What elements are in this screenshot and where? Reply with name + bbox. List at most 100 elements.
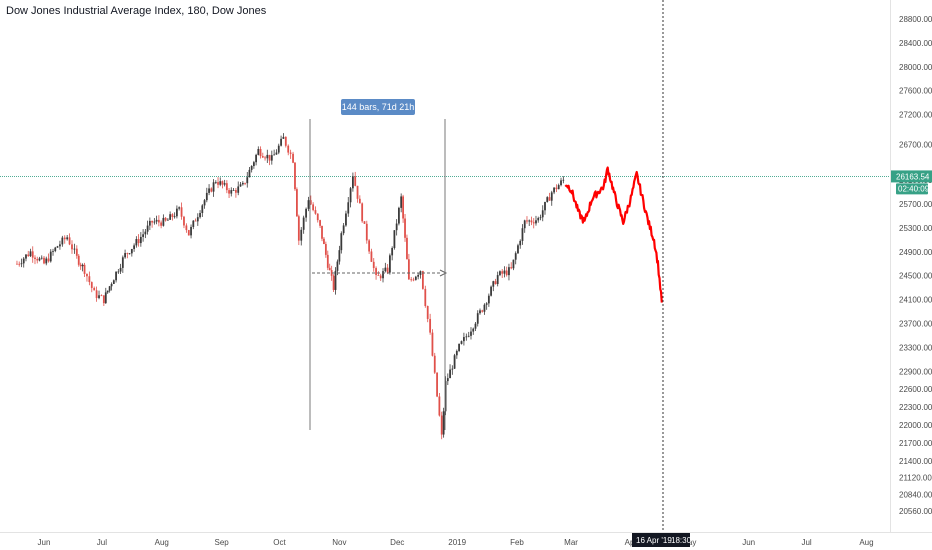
price-tick-label: 23300.00	[899, 343, 932, 352]
candle-body	[375, 268, 377, 275]
price-tick-label: 23700.00	[899, 320, 932, 329]
projection-series[interactable]	[564, 166, 663, 303]
candle-body	[417, 274, 420, 277]
candle-body	[496, 275, 499, 285]
crosshair-time-badge	[632, 533, 690, 547]
candle-body	[126, 253, 129, 254]
candle-body	[386, 267, 389, 273]
candle-body	[280, 138, 282, 146]
candle-body	[130, 249, 133, 254]
candle-body	[36, 259, 39, 261]
candle-body	[557, 185, 560, 190]
candle-body	[487, 295, 490, 304]
candle-body	[164, 217, 167, 221]
candle-body	[395, 223, 398, 231]
candle-body	[190, 226, 192, 236]
candle-body	[451, 368, 454, 370]
candle-body	[183, 216, 185, 226]
date-range-tool[interactable]: 144 bars, 71d 21h	[309, 99, 448, 430]
candle-body	[398, 207, 400, 224]
candle-body	[354, 176, 357, 186]
candle-body	[241, 182, 244, 185]
time-tick-label: Nov	[332, 538, 346, 547]
candle-body	[27, 254, 30, 257]
candle-body	[187, 230, 190, 236]
candle-body	[171, 214, 174, 217]
candle-body	[453, 355, 456, 369]
candle-body	[95, 290, 98, 299]
candle-body	[419, 271, 422, 275]
candle-body	[59, 244, 61, 247]
candle-body	[49, 251, 52, 262]
candle-body	[347, 202, 350, 214]
price-tick-label: 20560.00	[899, 507, 932, 516]
candle-body	[71, 244, 73, 250]
candle-body	[372, 261, 375, 269]
range-label: 144 bars, 71d 21h	[342, 102, 415, 112]
candle-body	[400, 196, 403, 208]
candle-body	[537, 218, 540, 221]
candle-body	[277, 145, 280, 153]
candle-body	[81, 264, 84, 267]
candle-body	[252, 162, 255, 167]
candle-body	[544, 201, 546, 211]
time-tick-label: Jul	[97, 538, 107, 547]
candle-body	[63, 237, 66, 240]
candle-body	[510, 267, 513, 269]
price-axis[interactable]: 20560.00 20840.00 21120.00 21400.00 21700.00…	[899, 15, 932, 516]
price-tick-label: 21700.00	[899, 439, 932, 448]
candle-body	[407, 259, 410, 280]
candle-body	[370, 251, 373, 262]
candle-body	[505, 270, 508, 276]
time-tick-label: Apr	[625, 538, 638, 547]
time-tick-label: Oct	[273, 538, 286, 547]
candle-body	[178, 207, 181, 209]
candle-body	[151, 220, 154, 223]
candle-body	[199, 213, 201, 218]
candle-body	[336, 261, 339, 271]
chart-title: Dow Jones Industrial Average Index, 180,…	[6, 5, 267, 17]
candle-body	[458, 343, 460, 351]
candle-body	[541, 210, 544, 218]
time-tick-label: Feb	[510, 538, 524, 547]
price-tick-label: 27200.00	[899, 111, 932, 120]
time-axis[interactable]: JunJulAugSepOctNovDec2019FebMarAprMayJun…	[38, 538, 874, 547]
candle-body	[273, 154, 276, 156]
candle-body	[196, 217, 199, 222]
last-price-label: 26163.54 02:40:09	[891, 170, 932, 195]
candle-body	[368, 240, 371, 252]
candle-body	[66, 237, 69, 240]
candle-body	[424, 288, 427, 307]
time-tick-label: Sep	[214, 538, 229, 547]
candle-body	[463, 337, 465, 342]
candle-body	[297, 216, 300, 241]
candle-body	[476, 313, 479, 324]
candle-body	[115, 271, 117, 281]
price-tick-label: 21120.00	[899, 474, 932, 483]
candle-body	[442, 411, 445, 435]
candle-body	[275, 152, 278, 155]
candle-body	[137, 239, 140, 244]
price-tick-label: 27600.00	[899, 87, 932, 96]
candle-body	[330, 270, 333, 276]
candle-body	[431, 332, 434, 356]
candle-body	[410, 279, 413, 281]
candle-body	[391, 247, 394, 256]
candle-body	[323, 238, 325, 245]
candle-body	[483, 304, 486, 312]
candle-body	[503, 270, 506, 274]
candle-body	[264, 157, 266, 159]
candle-body	[135, 239, 138, 246]
candle-body	[481, 310, 484, 312]
last-price-badge	[891, 170, 932, 183]
candle-body	[305, 208, 307, 218]
candle-body	[479, 310, 481, 314]
candle-body	[157, 219, 160, 223]
candle-body	[501, 271, 504, 274]
candle-body	[351, 176, 354, 189]
candle-body	[539, 217, 542, 219]
candle-body	[205, 192, 208, 201]
candle-body	[25, 254, 27, 259]
candles-series[interactable]	[16, 133, 565, 440]
